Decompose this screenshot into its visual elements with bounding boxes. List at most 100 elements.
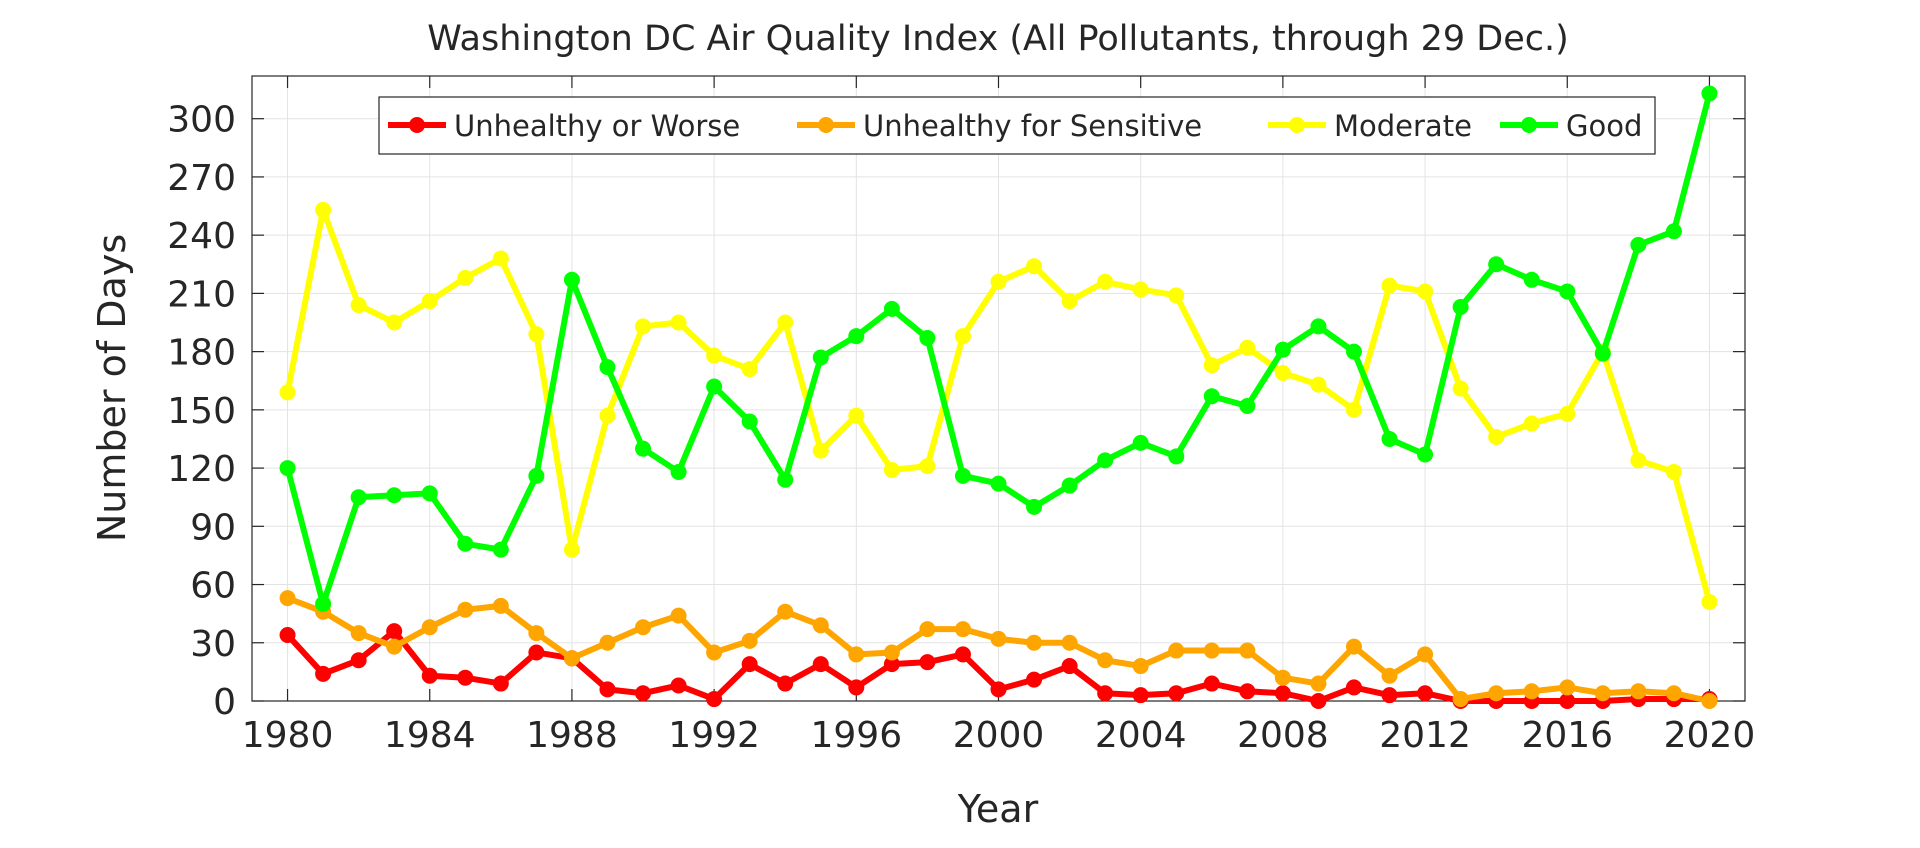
data-point [883,656,900,673]
data-point [492,597,509,614]
data-point [1203,357,1220,374]
data-point [1345,638,1362,655]
data-point [421,293,438,310]
data-point [1701,693,1718,709]
data-point [1665,223,1682,240]
data-point [1132,281,1149,298]
data-point [1345,343,1362,360]
legend-swatch-marker [1289,117,1305,133]
data-point [599,359,616,376]
data-point [1452,380,1469,397]
data-point [1132,434,1149,451]
data-point [386,314,403,331]
series-good [279,85,1718,612]
data-point [350,489,367,506]
data-point [670,677,687,694]
data-point [350,652,367,669]
x-tick-label: 2008 [1237,715,1329,756]
data-point [528,644,545,661]
data-point [777,603,794,620]
data-point [919,621,936,638]
data-point [670,314,687,331]
data-point [706,644,723,661]
data-point [421,485,438,502]
data-point [812,442,829,459]
data-point [421,619,438,636]
data-point [563,650,580,667]
data-point [279,384,296,401]
series-unhealthy-or-worse [279,623,1718,709]
data-point [1381,430,1398,447]
data-point [741,656,758,673]
data-point [883,644,900,661]
legend-label: Unhealthy or Worse [454,109,740,143]
data-point [350,297,367,314]
data-point [1097,273,1114,290]
legend-item: Moderate [1268,109,1472,143]
data-point [563,271,580,288]
data-point [1594,685,1611,702]
data-point [706,691,723,708]
data-point [1523,415,1540,432]
data-point [1239,683,1256,700]
data-point [1310,675,1327,692]
data-point [1203,388,1220,405]
data-point [777,675,794,692]
data-point [954,621,971,638]
data-point [1630,452,1647,469]
data-point [386,638,403,655]
x-tick-label: 1984 [384,715,476,756]
x-axis-label: Year [957,787,1039,831]
data-point [777,314,794,331]
data-point [1026,634,1043,651]
data-point [954,467,971,484]
data-point [528,467,545,484]
data-point [1061,477,1078,494]
data-point [492,541,509,558]
data-point [1701,85,1718,102]
data-point [1132,658,1149,675]
data-point [883,300,900,317]
data-point [457,269,474,286]
x-tick-label: 1992 [668,715,760,756]
x-tick-label: 1980 [242,715,334,756]
y-tick-label: 90 [190,507,236,548]
data-point [386,487,403,504]
legend-swatch-marker [1521,117,1537,133]
data-point [706,347,723,364]
data-point [1239,642,1256,659]
data-point [848,407,865,424]
data-point [1523,683,1540,700]
data-point [1310,693,1327,709]
x-tick-label: 2012 [1379,715,1471,756]
data-point [1523,271,1540,288]
data-point [990,681,1007,698]
y-tick-label: 60 [190,566,236,607]
data-point [919,458,936,475]
data-point [1452,298,1469,315]
data-point [919,654,936,671]
data-point [1488,256,1505,273]
y-tick-label: 120 [167,449,236,490]
series-layer [279,85,1718,709]
legend-swatch-marker [818,117,834,133]
data-point [635,318,652,335]
data-point [812,617,829,634]
data-point [1097,652,1114,669]
data-point [1594,345,1611,362]
data-point [1310,318,1327,335]
data-point [492,675,509,692]
legend-box [378,96,1656,155]
data-point [883,462,900,479]
data-point [1452,691,1469,708]
data-point [670,463,687,480]
data-point [1168,448,1185,465]
data-point [1274,364,1291,381]
y-tick-label: 150 [167,391,236,432]
x-tick-label: 1988 [526,715,618,756]
data-point [1239,339,1256,356]
legend: Unhealthy or Worse Unhealthy for Sensitiv… [378,96,1656,155]
data-point [1203,642,1220,659]
data-point [599,407,616,424]
